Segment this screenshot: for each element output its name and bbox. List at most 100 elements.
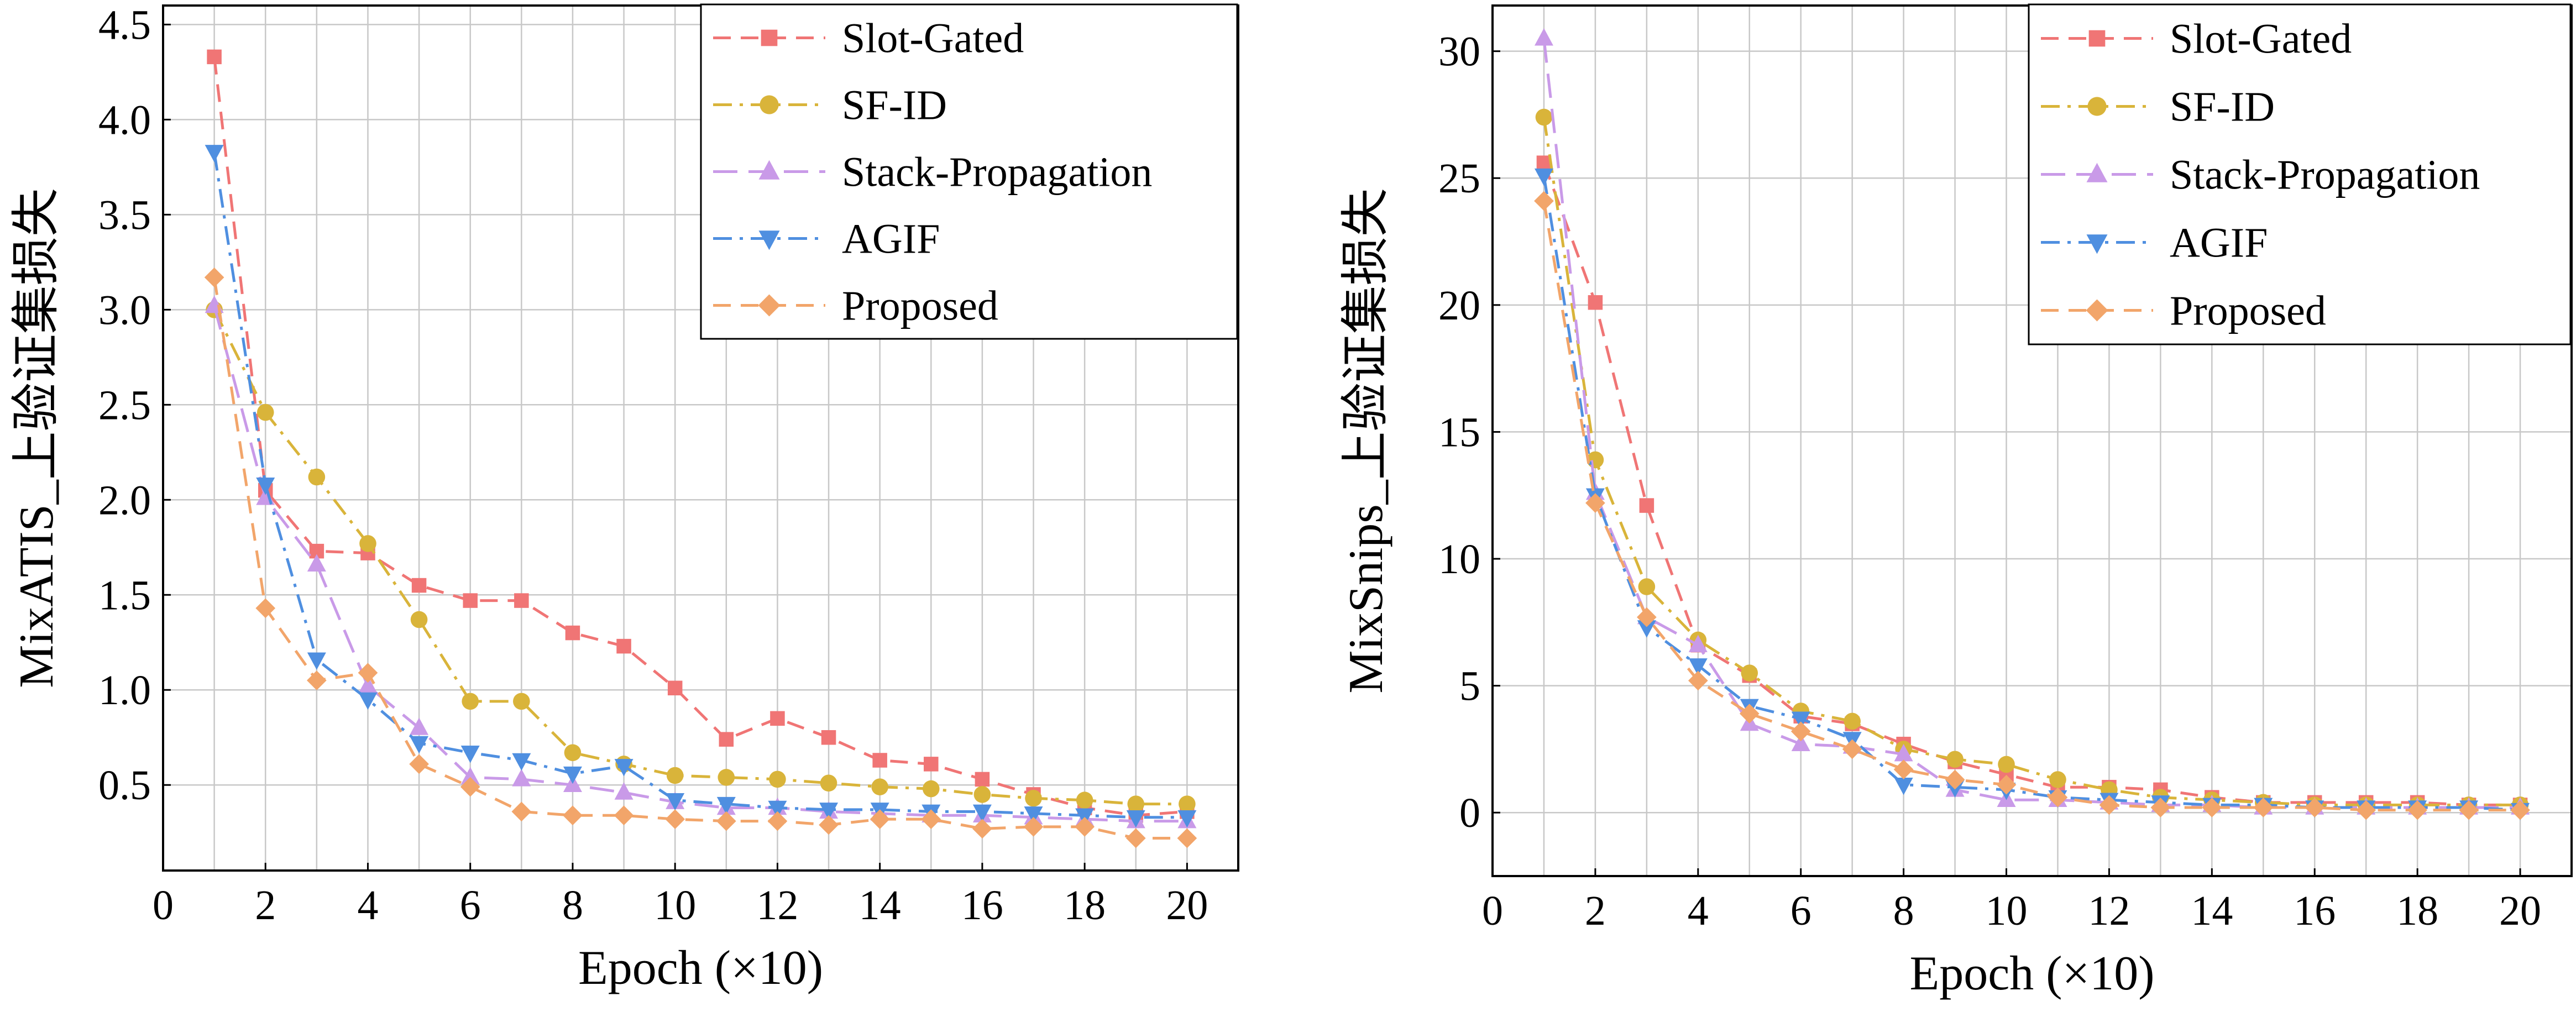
y-tick-label: 25 [1438,155,1480,202]
data-point [716,796,736,815]
data-point [819,815,839,835]
data-point [666,767,684,784]
data-point [1893,759,1914,779]
data-point [1842,739,1862,759]
x-axis-title: Epoch (×10) [1909,947,2154,1000]
y-tick-label: 1.0 [98,667,151,714]
data-point [2459,800,2479,820]
data-point [2356,800,2376,820]
data-point [1844,712,1861,730]
legend-item: Slot-Gated [2041,16,2352,62]
data-point [409,754,429,774]
axes: 0 2 4 6 8 10 12 14 16 18 20 0 5 10 15 20 25 30 [1438,29,2541,934]
data-point [1639,498,1654,513]
x-tick-label: 4 [357,882,378,929]
data-point [975,772,990,787]
data-point [1894,777,1913,795]
x-tick-label: 8 [562,882,583,929]
legend-marker [760,95,779,114]
series-line [1542,175,2521,812]
data-point [922,780,940,798]
data-point [1996,774,2017,795]
y-tick-label: 0 [1459,790,1480,836]
data-point [2049,771,2066,788]
series-agif [205,145,1197,828]
y-tick-label: 20 [1438,282,1480,329]
series-sf-id [206,301,1196,812]
series-line [213,309,1187,806]
x-tick-label: 12 [756,882,798,929]
x-tick-label: 16 [2294,888,2336,934]
data-point [2048,787,2068,808]
legend-marker [2086,299,2108,322]
x-tick-label: 16 [961,882,1003,929]
data-point [1585,493,1605,513]
series-line [213,277,1187,840]
y-tick-label: 10 [1438,536,1480,583]
data-point [565,625,580,641]
data-point [1588,295,1603,310]
data-point [1126,810,1145,828]
x-tick-label: 0 [1482,888,1503,934]
data-point [1688,670,1708,691]
data-point [1177,828,1197,848]
data-point [1127,795,1145,812]
data-point [563,805,583,826]
legend-label: AGIF [2170,220,2268,266]
y-tick-label: 1.5 [98,572,151,618]
y-tick-label: 3.5 [98,192,151,238]
series-line [1542,117,2521,806]
data-point [1534,191,1554,211]
data-point [1791,733,1810,751]
data-point [1894,743,1913,762]
series-proposed [1534,191,2530,820]
data-point [410,736,429,754]
data-point [512,753,531,771]
legend-item: Stack-Propagation [713,149,1152,196]
legend-item: Stack-Propagation [2041,152,2480,198]
series-line [213,151,1187,819]
legend-marker [2086,162,2108,182]
data-point [1637,607,1657,627]
data-point [614,759,633,777]
legend-label: Proposed [842,283,998,329]
y-axis-title: MixSnips_上验证集损失 [1339,188,1393,693]
data-point [307,652,326,670]
x-tick-label: 6 [1790,888,1811,934]
data-point [972,804,992,822]
data-point [1637,620,1656,638]
data-point [1534,28,1553,46]
legend: Slot-Gated SF-ID Stack-Propagation AGIF Prop… [700,3,1238,340]
data-point [1076,791,1093,809]
y-tick-label: 5 [1459,663,1480,710]
x-tick-label: 10 [1986,888,2028,934]
x-tick-label: 20 [2499,888,2541,934]
legend-item: AGIF [2041,220,2268,266]
x-tick-label: 18 [1064,882,1106,929]
legend-label: AGIF [842,216,940,263]
data-point [770,711,785,726]
data-point [2510,800,2530,820]
data-point [1535,108,1553,126]
data-point [255,598,276,618]
data-point [1125,828,1146,848]
data-point [1587,451,1604,469]
data-point [205,295,224,313]
data-point [821,730,836,745]
legend-item: Proposed [713,283,998,329]
left-chart-mixatis: 0 2 4 6 8 10 12 14 16 18 20 0.5 1.0 1.5 2.0 2.5 3.0 3.5 4.… [10,2,1239,995]
data-point [972,819,992,839]
data-point [614,805,634,826]
data-point [564,744,582,762]
data-point [1023,817,1044,837]
data-point [460,767,480,785]
series-line [213,56,1187,817]
legend-marker [758,160,780,180]
data-point [1946,751,1964,768]
data-point [1739,704,1760,724]
data-point [1075,817,1095,837]
data-point [871,778,888,795]
legend-marker [758,294,781,317]
data-point [2150,798,2171,817]
